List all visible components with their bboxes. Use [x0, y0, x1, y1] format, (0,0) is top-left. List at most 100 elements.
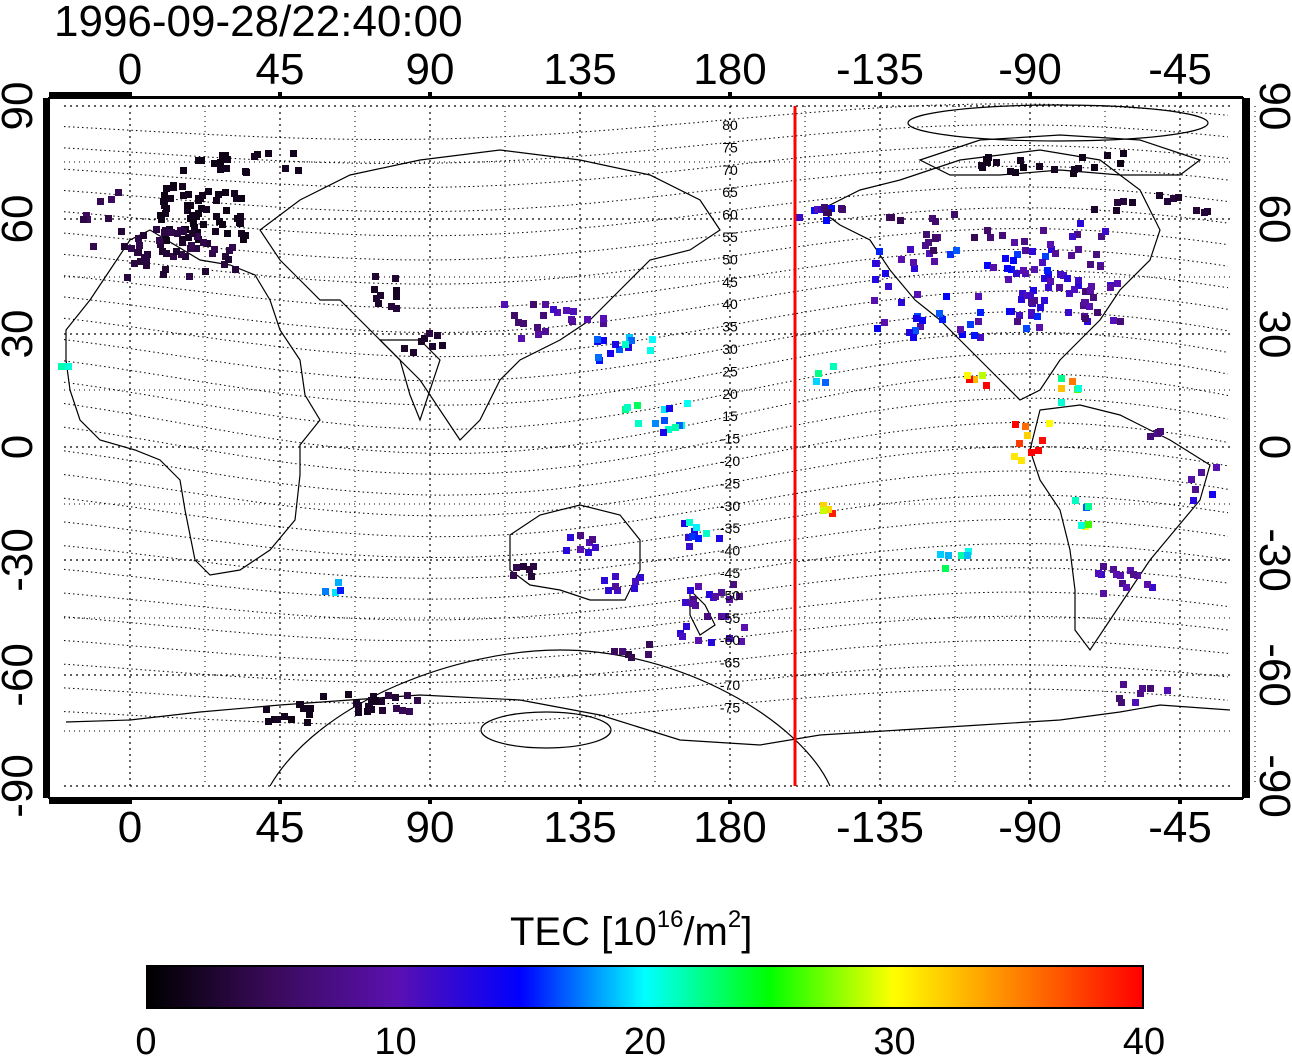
tec-point: [1075, 165, 1082, 172]
mlat-label: -25: [720, 475, 740, 491]
tec-point: [1087, 287, 1094, 294]
tec-point: [209, 250, 216, 257]
tec-point: [1014, 251, 1021, 258]
tec-point: [577, 532, 584, 539]
tec-point: [370, 693, 377, 700]
tec-point: [306, 711, 313, 718]
coastline-north-america: [818, 149, 1161, 401]
tec-point: [371, 286, 378, 293]
tec-point: [1024, 432, 1031, 439]
tec-point: [542, 301, 549, 308]
tec-point: [736, 593, 743, 600]
colorbar-tick-label: 20: [623, 1021, 667, 1063]
tec-point: [695, 637, 702, 644]
tec-point: [1064, 275, 1071, 282]
tec-point: [661, 417, 668, 424]
tec-point: [379, 707, 386, 714]
tec-point: [971, 376, 978, 383]
tec-point: [937, 551, 944, 558]
mlat-contour: [63, 446, 1229, 517]
tec-point: [115, 189, 122, 196]
mlat-label: -35: [720, 520, 740, 536]
tec-point: [162, 266, 169, 273]
mlat-contour: [63, 470, 1229, 538]
tec-point: [741, 624, 748, 631]
tec-point: [1100, 590, 1107, 597]
tec-point: [170, 253, 177, 260]
tec-point: [685, 534, 692, 541]
tec-point: [1118, 699, 1125, 706]
tec-point: [90, 243, 97, 250]
tec-point: [616, 346, 623, 353]
tec-point: [520, 320, 527, 327]
axis-bars: [43, 92, 1292, 804]
tec-point: [838, 205, 845, 212]
tec-point: [1069, 378, 1076, 385]
mlat-label: -15: [720, 431, 740, 447]
tec-point: [829, 510, 836, 517]
tec-point: [1002, 255, 1009, 262]
axis-bar-gap: [732, 92, 878, 96]
tec-point: [128, 245, 135, 252]
tec-point: [224, 156, 231, 163]
tec-point: [1068, 252, 1075, 259]
coastline-antarctica: [65, 694, 1231, 746]
tec-point: [1188, 476, 1195, 483]
tec-point: [1012, 421, 1019, 428]
tec-point: [1005, 276, 1012, 283]
tec-point: [676, 422, 683, 429]
tec-point: [872, 260, 879, 267]
tec-point: [211, 246, 218, 253]
tec-point: [1041, 297, 1048, 304]
tec-point: [189, 212, 196, 219]
lon-tick-label-top: 45: [256, 45, 305, 94]
tec-point: [1052, 250, 1059, 257]
tec-point: [242, 232, 249, 239]
tec-point: [1157, 428, 1164, 435]
tec-point: [823, 217, 830, 224]
tec-point: [695, 535, 702, 542]
tec-point: [567, 534, 574, 541]
tec-point: [238, 230, 245, 237]
mlat-label: 65: [722, 184, 738, 200]
tec-point: [281, 713, 288, 720]
tec-point: [1100, 563, 1107, 570]
tec-point: [967, 321, 974, 328]
tec-point: [198, 205, 205, 212]
tec-point: [632, 578, 639, 585]
tec-point: [906, 329, 913, 336]
colorbar-title: TEC [1016/m2]: [510, 906, 753, 955]
tec-point: [153, 226, 160, 233]
tec-point: [373, 295, 380, 302]
tec-point: [1091, 206, 1098, 213]
tec-point: [594, 336, 601, 343]
tec-point: [637, 574, 644, 581]
tec-point: [231, 190, 238, 197]
tec-point: [221, 261, 228, 268]
tec-point: [204, 240, 211, 247]
tec-point: [1120, 198, 1127, 205]
tec-point: [1048, 246, 1055, 253]
tec-point: [910, 334, 917, 341]
tec-point: [964, 372, 971, 379]
tec-point: [205, 188, 212, 195]
mlat-label: 20: [722, 386, 738, 402]
axis-bar-gap: [582, 800, 728, 804]
tec-point: [515, 319, 522, 326]
tec-point: [932, 218, 939, 225]
magnetic-latitude-labels: 80 75 70 65 60 55 50 45 40 35 30 25 20 15 -15 -20 -25 -30…: [720, 117, 740, 715]
tec-point: [977, 309, 984, 316]
tec-point: [953, 247, 960, 254]
south-pole-contour-outer: [269, 649, 831, 787]
tec-point: [158, 216, 165, 223]
tec-point: [563, 307, 570, 314]
tec-point: [534, 324, 541, 331]
tec-point: [372, 273, 379, 280]
tec-point: [978, 162, 985, 169]
mlat-label: -60: [720, 632, 740, 648]
tec-point: [897, 217, 904, 224]
tec-point: [290, 150, 297, 157]
tec-point: [1082, 288, 1089, 295]
axis-bar-gap: [1032, 800, 1178, 804]
tec-point: [1095, 570, 1102, 577]
